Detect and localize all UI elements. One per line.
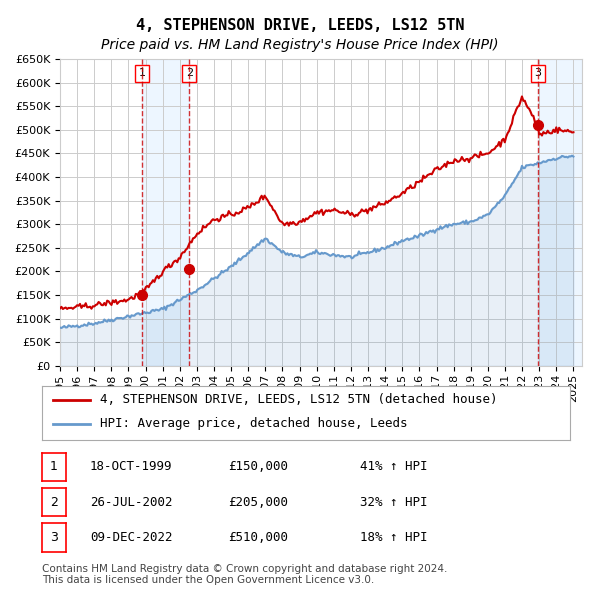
- Text: £150,000: £150,000: [228, 460, 288, 473]
- Text: £205,000: £205,000: [228, 496, 288, 509]
- Text: Price paid vs. HM Land Registry's House Price Index (HPI): Price paid vs. HM Land Registry's House …: [101, 38, 499, 53]
- Bar: [142, 59, 190, 366]
- Text: 4, STEPHENSON DRIVE, LEEDS, LS12 5TN (detached house): 4, STEPHENSON DRIVE, LEEDS, LS12 5TN (de…: [100, 393, 497, 407]
- Text: 1: 1: [139, 68, 145, 78]
- Text: 32% ↑ HPI: 32% ↑ HPI: [360, 496, 427, 509]
- Text: 2: 2: [50, 496, 58, 509]
- Text: 1: 1: [50, 460, 58, 473]
- Text: 26-JUL-2002: 26-JUL-2002: [90, 496, 173, 509]
- Bar: [538, 59, 582, 366]
- Text: 18-OCT-1999: 18-OCT-1999: [90, 460, 173, 473]
- Text: 09-DEC-2022: 09-DEC-2022: [90, 531, 173, 544]
- Text: 41% ↑ HPI: 41% ↑ HPI: [360, 460, 427, 473]
- Text: HPI: Average price, detached house, Leeds: HPI: Average price, detached house, Leed…: [100, 417, 407, 430]
- Text: £510,000: £510,000: [228, 531, 288, 544]
- Text: 3: 3: [535, 68, 542, 78]
- Text: 2: 2: [186, 68, 193, 78]
- Text: 3: 3: [50, 531, 58, 544]
- Text: 4, STEPHENSON DRIVE, LEEDS, LS12 5TN: 4, STEPHENSON DRIVE, LEEDS, LS12 5TN: [136, 18, 464, 32]
- Text: 18% ↑ HPI: 18% ↑ HPI: [360, 531, 427, 544]
- Text: Contains HM Land Registry data © Crown copyright and database right 2024.
This d: Contains HM Land Registry data © Crown c…: [42, 563, 448, 585]
